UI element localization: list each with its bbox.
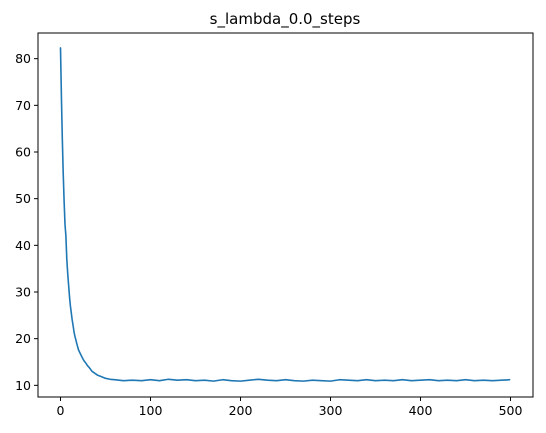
y-tick-label: 40 — [15, 238, 31, 253]
y-tick-label: 70 — [15, 98, 31, 113]
y-tick-label: 50 — [15, 191, 31, 206]
x-tick-label: 100 — [139, 403, 163, 418]
x-tick-label: 400 — [409, 403, 433, 418]
x-tick-label: 500 — [499, 403, 523, 418]
axes: 0 100 200 300 400 500 10 20 30 40 50 60 70 80 — [15, 32, 534, 418]
x-tick-label: 300 — [319, 403, 343, 418]
y-tick-label: 30 — [15, 285, 31, 300]
x-tick-label: 0 — [57, 403, 65, 418]
y-tick-label: 60 — [15, 145, 31, 160]
x-tick-label: 200 — [229, 403, 253, 418]
chart-title: s_lambda_0.0_steps — [210, 10, 361, 29]
y-tick-label: 20 — [15, 331, 31, 346]
y-tick-label: 80 — [15, 51, 31, 66]
axes-frame — [37, 32, 534, 398]
y-tick-label: 10 — [15, 378, 31, 393]
series-line-0 — [59, 47, 511, 382]
plot-area — [59, 47, 511, 382]
